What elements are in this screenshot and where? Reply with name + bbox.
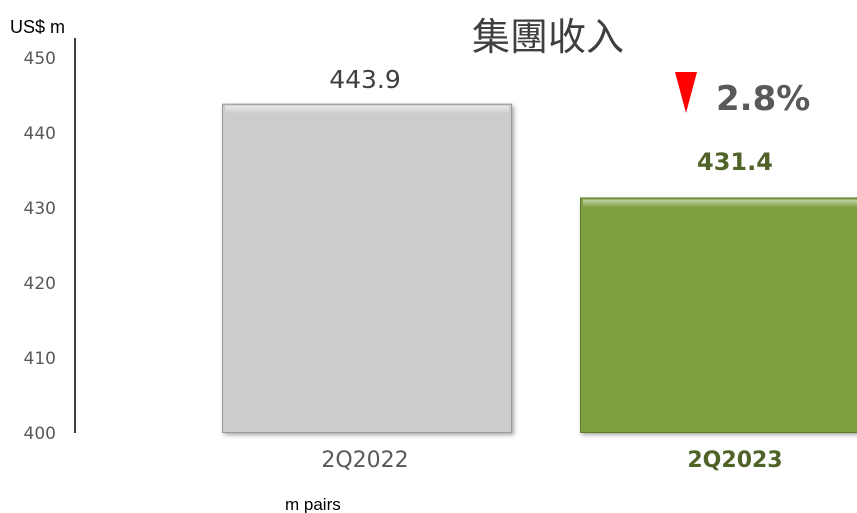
bar-edge [580, 197, 857, 433]
y-tick-label: 420 [24, 274, 56, 294]
y-tick-label: 440 [24, 124, 56, 144]
down-arrow-icon [675, 72, 697, 113]
chart-title: 集團收入 [472, 15, 624, 59]
y-unit-label: US$ m [10, 17, 65, 37]
y-tick-label: 430 [24, 199, 56, 219]
y-tick-label: 450 [24, 49, 56, 69]
value-label: 443.9 [329, 65, 401, 94]
bar-bevel [583, 199, 857, 208]
category-label: 2Q2022 [321, 448, 408, 473]
bar-2Q2023 [580, 197, 857, 433]
change-label: 2.8% [716, 79, 810, 119]
bars [222, 103, 857, 433]
bar [580, 197, 857, 433]
value-labels: 443.9 431.4 [329, 65, 773, 176]
y-tick-label: 400 [24, 424, 56, 444]
bar [222, 103, 512, 433]
bar-edge [222, 103, 512, 433]
value-label: 431.4 [697, 148, 773, 176]
category-labels: 2Q2022 2Q2023 [321, 448, 782, 473]
footnote: m pairs [285, 495, 341, 513]
bar-bevel [225, 105, 509, 114]
bar-2Q2022 [222, 103, 512, 433]
y-tick-label: 410 [24, 349, 56, 369]
category-label: 2Q2023 [687, 448, 782, 473]
y-ticks: 400 410 420 430 440 450 [24, 49, 56, 444]
